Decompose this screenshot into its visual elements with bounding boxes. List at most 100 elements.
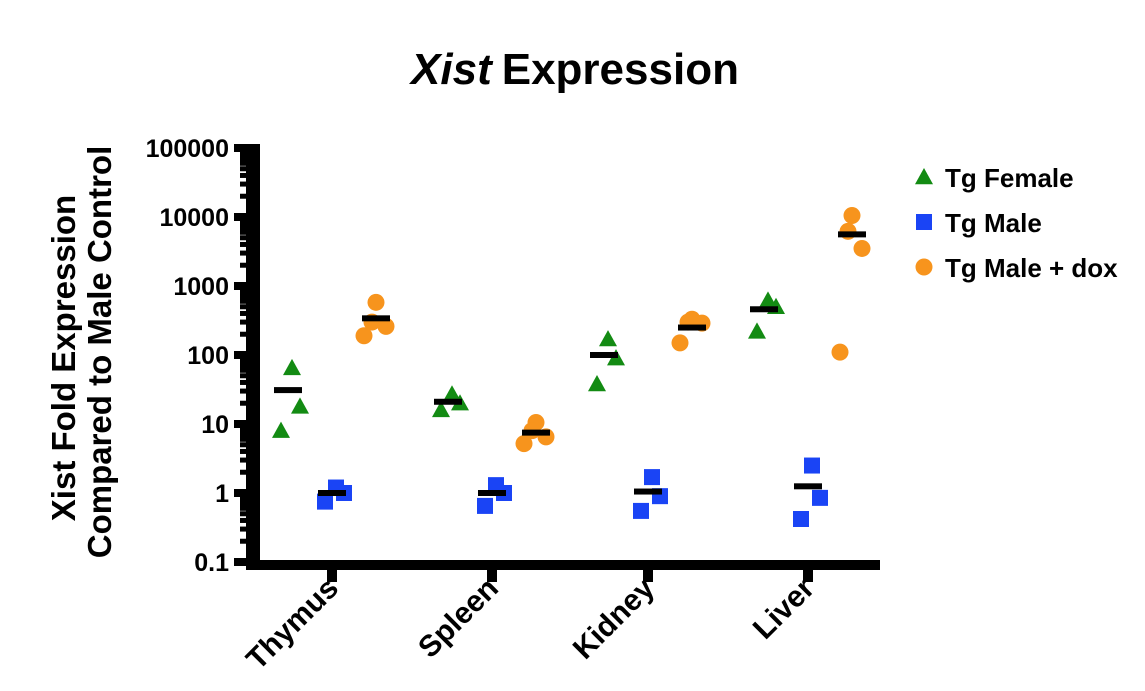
data-point-circle [515, 435, 533, 453]
y-minor-tick [240, 172, 260, 178]
median-line [318, 490, 346, 496]
y-minor-tick [240, 181, 260, 187]
median-line [522, 429, 550, 436]
data-point-square [317, 493, 333, 510]
legend-marker-square [916, 214, 932, 230]
y-minor-tick [240, 469, 260, 475]
data-point-circle [377, 317, 395, 335]
y-minor-tick [240, 304, 260, 310]
y-minor-tick [240, 359, 260, 365]
data-point-triangle [599, 330, 617, 347]
legend-marker-circle [915, 258, 933, 276]
x-tick [643, 568, 653, 582]
y-minor-tick [240, 442, 260, 448]
y-tick [234, 213, 260, 221]
x-tick-label: Thymus [240, 572, 345, 677]
y-minor-tick [240, 517, 260, 523]
y-tick [234, 351, 260, 359]
median-line [838, 231, 866, 238]
y-minor-tick [240, 241, 260, 247]
median-line [590, 352, 618, 358]
y-minor-tick [240, 331, 260, 337]
y-minor-tick [240, 505, 260, 511]
y-tick-label: 10 [201, 411, 229, 439]
y-minor-tick [240, 400, 260, 406]
y-minor-tick [240, 152, 260, 158]
y-minor-tick [240, 373, 260, 379]
y-minor-tick [240, 388, 260, 394]
data-point-circle [843, 207, 861, 225]
median-line [434, 398, 462, 405]
chart-title-rest: Expression [502, 45, 739, 94]
y-minor-tick [240, 148, 260, 154]
median-line [274, 387, 302, 394]
data-point-square [477, 497, 493, 514]
y-minor-tick [240, 286, 260, 292]
y-tick [234, 489, 260, 497]
y-tick-label: 100 [187, 342, 229, 370]
data-point-triangle [272, 421, 290, 438]
data-point-triangle [759, 291, 777, 308]
data-point-circle [367, 293, 385, 311]
axes [234, 144, 880, 582]
y-tick [234, 144, 260, 152]
x-axis-line [246, 560, 880, 570]
data-point-triangle [588, 374, 606, 392]
y-minor-tick [240, 193, 260, 199]
y-tick-label: 100000 [146, 135, 229, 163]
y-minor-tick [240, 526, 260, 532]
y-minor-tick [240, 225, 260, 231]
data-point-square [644, 469, 660, 486]
data-point-triangle [291, 397, 309, 414]
y-tick-label: 10000 [159, 204, 229, 232]
data-point-square [633, 502, 649, 519]
y-minor-tick [240, 235, 260, 241]
y-minor-tick [240, 229, 260, 235]
y-minor-tick [240, 493, 260, 499]
median-line [478, 490, 506, 496]
data-point-triangle [432, 400, 450, 418]
data-point-triangle [283, 358, 301, 376]
y-minor-tick [240, 290, 260, 296]
median-line [794, 483, 822, 490]
x-tick-label: Liver [747, 571, 821, 645]
y-minor-tick [240, 432, 260, 438]
data-point-circle [853, 239, 871, 257]
y-minor-tick [240, 294, 260, 300]
y-minor-tick [240, 511, 260, 517]
y-minor-tick [240, 355, 260, 361]
y-tick-label: 1000 [173, 273, 229, 301]
y-axis-label-line1: Xist Fold Expression [45, 195, 82, 521]
x-tick [327, 568, 337, 582]
y-tick-labels: 0.1 1 10 100 1000 10000 100000 [146, 135, 230, 577]
data-points [272, 207, 871, 527]
x-tick [803, 568, 813, 582]
y-minor-tick [240, 221, 260, 227]
y-tick [234, 558, 260, 566]
y-minor-tick [240, 217, 260, 223]
y-minor-tick [240, 457, 260, 463]
y-minor-tick [240, 262, 260, 268]
data-point-triangle [748, 322, 766, 339]
y-minor-tick [240, 501, 260, 507]
y-minor-tick [240, 379, 260, 385]
y-minor-tick [240, 156, 260, 162]
median-line [678, 324, 706, 331]
data-point-square [804, 457, 820, 474]
y-tick-label: 0.1 [194, 549, 229, 577]
chart-title-italic: Xist [408, 45, 494, 94]
x-tick-label: Kidney [567, 571, 661, 665]
legend-marker-triangle [915, 168, 933, 185]
chart-title: Xist Expression [408, 45, 739, 94]
y-minor-tick [240, 298, 260, 304]
x-tick-labels: Thymus Spleen Kidney Liver [240, 571, 821, 676]
y-minor-tick [240, 160, 260, 166]
y-minor-tick [240, 166, 260, 172]
legend-label: Tg Male + dox [945, 253, 1118, 283]
y-minor-tick [240, 436, 260, 442]
median-line [362, 315, 390, 322]
median-line [634, 488, 662, 495]
y-minor-tick [240, 424, 260, 430]
y-minor-tick [240, 538, 260, 544]
